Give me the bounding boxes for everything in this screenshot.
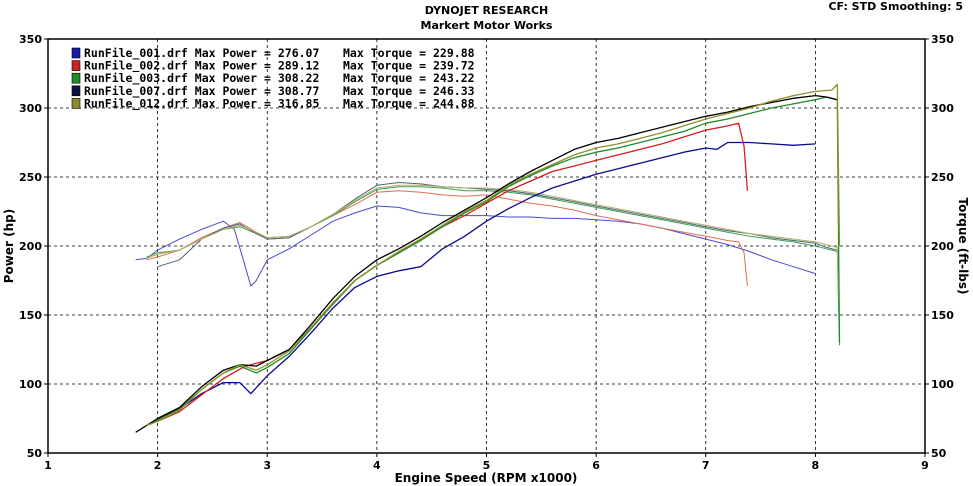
power-line-runfile_001 <box>157 141 816 420</box>
y-tick-label-right: 350 <box>931 33 954 46</box>
x-tick-label: 3 <box>263 459 271 472</box>
legend: RunFile_001.drf Max Power = 276.07 Max To… <box>71 46 475 111</box>
x-axis-label: Engine Speed (RPM x1000) <box>395 471 578 485</box>
legend-swatch <box>71 47 81 59</box>
legend-entry-power: RunFile_002.drf Max Power = 289.12 <box>84 59 319 74</box>
y-tick-label-right: 200 <box>931 240 954 253</box>
x-tick-label: 6 <box>592 459 600 472</box>
y-axis-label-left: Power (hp) <box>2 209 16 283</box>
y-tick-label-left: 350 <box>19 33 42 46</box>
y-tick-label-left: 150 <box>19 309 42 322</box>
y-tick-label-right: 100 <box>931 378 954 391</box>
torque-line-runfile_002 <box>146 190 748 287</box>
legend-swatch <box>71 98 81 109</box>
x-tick-label: 5 <box>483 459 491 472</box>
legend-entry-power: RunFile_001.drf Max Power = 276.07 <box>84 46 319 61</box>
x-tick-label: 9 <box>921 459 929 472</box>
legend-entry-torque: Max Torque = 229.88 <box>343 46 475 60</box>
chart-subtitle: Markert Motor Works <box>420 19 553 32</box>
legend-entry-torque: Max Torque = 244.88 <box>343 96 475 110</box>
legend-swatch <box>71 60 81 71</box>
y-tick-label-right: 150 <box>931 309 954 322</box>
legend-swatch <box>71 85 81 97</box>
y-tick-label-right: 250 <box>931 171 954 184</box>
power-line-runfile_003 <box>146 96 841 426</box>
y-tick-label-left: 50 <box>27 447 43 460</box>
power-line-runfile_007 <box>135 94 838 433</box>
y-tick-label-left: 100 <box>19 378 42 391</box>
legend-entry-power: RunFile_007.drf Max Power = 308.77 <box>84 84 319 99</box>
legend-entry-torque: Max Torque = 239.72 <box>343 59 475 73</box>
legend-entry-power: RunFile_012.drf Max Power = 316.85 <box>84 96 319 111</box>
y-tick-label-right: 300 <box>931 102 954 115</box>
y-tick-label-right: 50 <box>931 447 947 460</box>
cf-smoothing-info: CF: STD Smoothing: 5 <box>828 0 963 13</box>
y-tick-label-left: 300 <box>19 102 42 115</box>
legend-entry-torque: Max Torque = 243.22 <box>343 71 475 85</box>
series-lines <box>135 83 841 433</box>
x-tick-label: 8 <box>812 459 820 472</box>
x-tick-label: 4 <box>373 459 381 472</box>
x-tick-label: 2 <box>154 459 162 472</box>
power-line-runfile_012 <box>146 83 841 427</box>
x-tick-label: 7 <box>702 459 710 472</box>
x-tick-label: 1 <box>44 459 52 472</box>
y-tick-label-left: 250 <box>19 171 42 184</box>
torque-line-runfile_012 <box>146 184 840 329</box>
y-axis-label-right: Torque (ft-lbs) <box>956 198 970 295</box>
legend-entry-power: RunFile_003.drf Max Power = 308.22 <box>84 71 319 86</box>
legend-entry-torque: Max Torque = 246.33 <box>343 84 475 98</box>
y-tick-label-left: 200 <box>19 240 42 253</box>
legend-swatch <box>71 72 81 84</box>
chart-title: DYNOJET RESEARCH <box>424 4 549 17</box>
